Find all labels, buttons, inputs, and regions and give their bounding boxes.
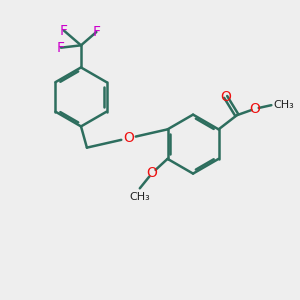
Text: O: O [123,131,134,145]
Text: F: F [60,24,68,38]
Text: F: F [57,41,65,55]
Text: O: O [147,166,158,180]
Text: F: F [92,25,100,39]
Text: CH₃: CH₃ [129,192,150,202]
Text: CH₃: CH₃ [274,100,295,110]
Text: O: O [250,102,261,116]
Text: O: O [220,90,231,104]
